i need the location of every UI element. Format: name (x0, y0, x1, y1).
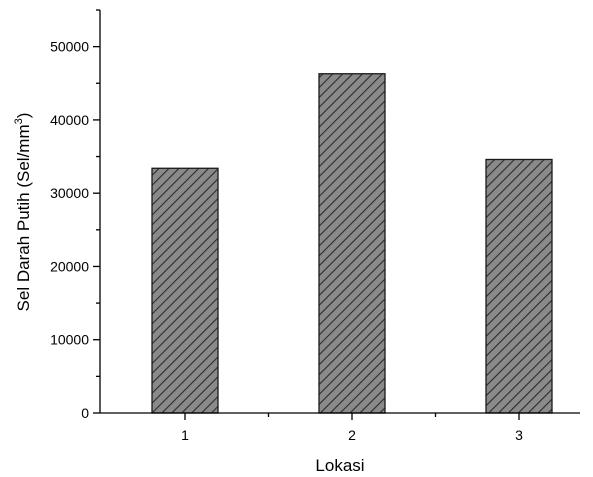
y-axis-title-end: ) (14, 113, 33, 119)
x-ticks-group: 1 2 3 (181, 413, 523, 443)
y-tick-label: 10000 (50, 332, 89, 348)
y-tick-label: 20000 (50, 258, 89, 274)
bar-2 (318, 73, 386, 414)
y-tick-label: 40000 (50, 112, 89, 128)
y-tick-label: 50000 (50, 39, 89, 55)
y-ticks-group: 0 10000 20000 30000 40000 50000 (50, 9, 100, 421)
y-axis-title: Sel Darah Putih (Sel/mm3) (13, 113, 33, 312)
x-tick-label: 3 (515, 427, 523, 443)
x-tick-label: 1 (181, 427, 189, 443)
y-tick-label: 0 (81, 405, 89, 421)
x-axis-title: Lokasi (315, 456, 364, 475)
bar-3 (485, 158, 553, 414)
y-axis-title-main: Sel Darah Putih (Sel/mm (14, 124, 33, 311)
x-tick-label: 2 (348, 427, 356, 443)
bars-group (151, 73, 553, 414)
y-axis-title-sup: 3 (13, 118, 25, 124)
y-tick-label: 30000 (50, 185, 89, 201)
bar-1 (151, 167, 219, 414)
